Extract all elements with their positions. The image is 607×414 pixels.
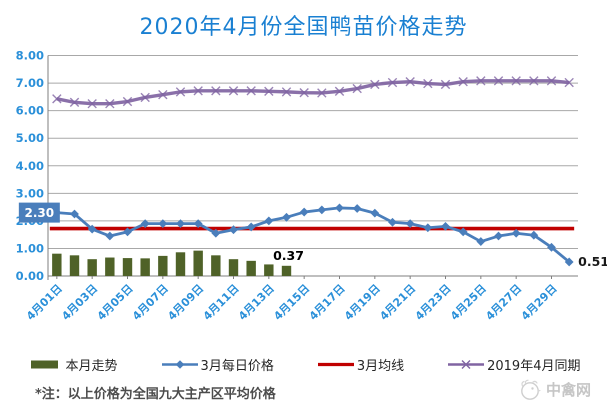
svg-text:4月13日: 4月13日 <box>236 282 277 323</box>
svg-text:4月03日: 4月03日 <box>59 282 100 323</box>
svg-text:5.00: 5.00 <box>16 131 44 145</box>
svg-text:4月23日: 4月23日 <box>413 282 454 323</box>
svg-text:4月07日: 4月07日 <box>130 282 171 323</box>
legend-item-march-mean: 3月均线 <box>317 355 405 374</box>
svg-text:4.00: 4.00 <box>16 159 44 173</box>
svg-text:4月09日: 4月09日 <box>165 282 206 323</box>
bar-swatch-icon <box>27 358 63 371</box>
svg-text:4月17日: 4月17日 <box>307 282 348 323</box>
legend-label-march-mean: 3月均线 <box>356 358 405 374</box>
diamond-line-swatch-icon <box>161 358 198 371</box>
svg-text:4月01日: 4月01日 <box>24 282 65 323</box>
duck-price-trend-chart: 8.007.006.005.004.003.002.001.000.004月01… <box>16 49 607 323</box>
svg-text:8.00: 8.00 <box>16 49 44 63</box>
watermark: 中禽网 <box>517 377 591 402</box>
plain-line-swatch-icon <box>317 358 354 371</box>
legend-item-april-2019: 2019年4月同期 <box>448 355 580 374</box>
svg-text:7.00: 7.00 <box>16 76 44 90</box>
svg-text:0.00: 0.00 <box>16 269 44 283</box>
legend-label-april-2019: 2019年4月同期 <box>487 358 581 374</box>
svg-text:1.00: 1.00 <box>16 241 44 255</box>
svg-text:2.30: 2.30 <box>25 206 55 220</box>
svg-text:0.37: 0.37 <box>273 248 304 263</box>
svg-text:6.00: 6.00 <box>16 104 44 118</box>
svg-text:4月15日: 4月15日 <box>271 282 312 323</box>
svg-text:4月19日: 4月19日 <box>342 282 383 323</box>
legend-item-current-month: 本月走势 <box>27 355 118 374</box>
footnote: *注：以上价格为全国九大主产区平均价格 <box>35 387 276 402</box>
legend-label-current-month: 本月走势 <box>65 358 118 374</box>
chart-legend: 本月走势 3月每日价格 3月均线 2019年4月同期 <box>0 353 607 375</box>
svg-text:4月25日: 4月25日 <box>448 282 489 323</box>
legend-label-march-daily: 3月每日价格 <box>200 358 274 374</box>
svg-text:4月27日: 4月27日 <box>483 282 524 323</box>
zhongqinwang-logo-icon <box>521 379 541 400</box>
x-line-swatch-icon <box>448 358 485 371</box>
svg-text:4月05日: 4月05日 <box>95 282 136 323</box>
watermark-text: 中禽网 <box>545 381 591 399</box>
svg-text:4月29日: 4月29日 <box>519 282 560 323</box>
svg-text:4月11日: 4月11日 <box>201 282 242 323</box>
svg-text:4月21日: 4月21日 <box>377 282 418 323</box>
svg-text:3.00: 3.00 <box>16 186 44 200</box>
page-title: 2020年4月份全国鸭苗价格走势 <box>139 15 468 40</box>
svg-text:0.51: 0.51 <box>578 254 607 269</box>
legend-item-march-daily: 3月每日价格 <box>161 355 274 374</box>
